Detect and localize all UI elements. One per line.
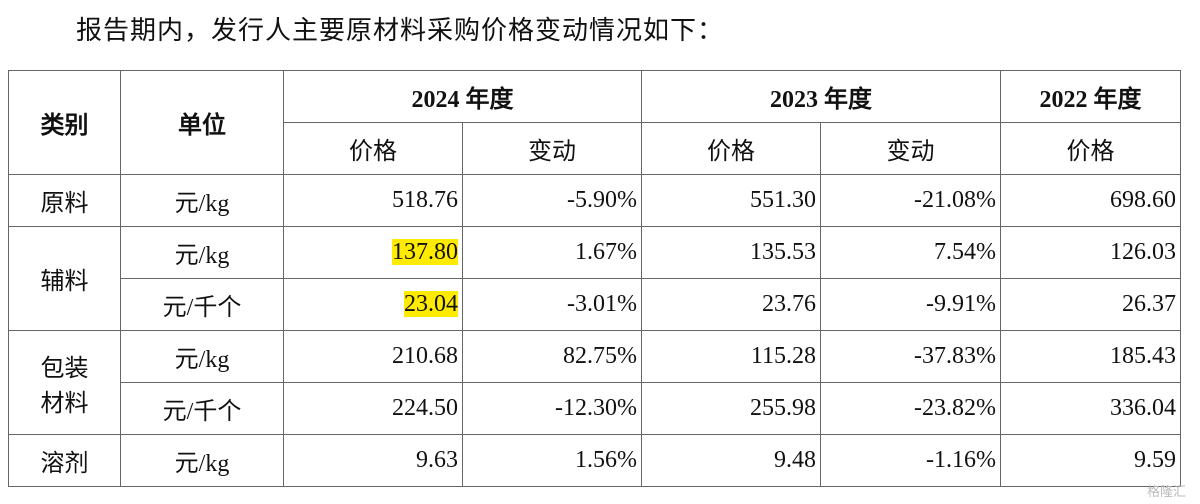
value-cell: 26.37 bbox=[1000, 278, 1181, 331]
value-text: 9.48 bbox=[774, 447, 816, 473]
unit-cell: 元/kg bbox=[120, 434, 284, 487]
intro-text: 报告期内，发行人主要原材料采购价格变动情况如下： bbox=[76, 16, 725, 45]
year-header: 2022 年度 bbox=[1000, 70, 1181, 123]
value-text: 9.63 bbox=[416, 447, 458, 473]
value-text: -21.08% bbox=[914, 187, 996, 213]
value-text: 185.43 bbox=[1110, 343, 1176, 369]
value-text: -5.90% bbox=[567, 187, 637, 213]
value-cell: 518.76 bbox=[283, 174, 463, 227]
value-cell: 1.67% bbox=[462, 226, 642, 279]
table-row: 包装 材料 元/kg 210.68 82.75% 115.28 -37.83% 185.43 bbox=[8, 330, 1181, 435]
value-text: 255.98 bbox=[750, 395, 816, 421]
value-text: 23.04 bbox=[404, 291, 458, 317]
value-cell: 551.30 bbox=[641, 174, 821, 227]
category-text: 材料 bbox=[40, 390, 89, 417]
year-header: 2023 年度 bbox=[641, 70, 1001, 123]
value-text: 137.80 bbox=[392, 239, 458, 265]
value-text: 23.76 bbox=[762, 291, 816, 317]
unit-cell: 元/kg bbox=[120, 330, 284, 383]
value-cell: 137.80 bbox=[283, 226, 463, 279]
value-text: 7.54% bbox=[934, 239, 996, 265]
value-text: 26.37 bbox=[1122, 291, 1176, 317]
value-text: 336.04 bbox=[1110, 395, 1176, 421]
category-text: 辅料 bbox=[40, 269, 89, 295]
value-text: 224.50 bbox=[392, 395, 458, 421]
category-cell: 辅料 bbox=[8, 226, 121, 331]
value-text: -37.83% bbox=[914, 343, 996, 369]
unit-cell: 元/千个 bbox=[120, 382, 284, 435]
value-text: 1.56% bbox=[575, 447, 637, 473]
value-cell: 135.53 bbox=[641, 226, 821, 279]
value-cell: 185.43 bbox=[1000, 330, 1181, 383]
category-cell: 包装 材料 bbox=[8, 330, 121, 435]
value-cell: 9.59 bbox=[1000, 434, 1181, 487]
table-row: 溶剂 元/kg 9.63 1.56% 9.48 -1.16% 9.59 bbox=[8, 434, 1181, 487]
value-cell: 82.75% bbox=[462, 330, 642, 383]
value-cell: 336.04 bbox=[1000, 382, 1181, 435]
category-text: 溶剂 bbox=[40, 451, 89, 477]
table-row: 元/千个 224.50 -12.30% 255.98 -23.82% 336.04 bbox=[9, 382, 1181, 435]
value-cell: -5.90% bbox=[462, 174, 642, 227]
value-cell: -3.01% bbox=[462, 278, 642, 331]
value-cell: 126.03 bbox=[1000, 226, 1181, 279]
year-header: 2024 年度 bbox=[283, 70, 642, 123]
value-cell: 210.68 bbox=[283, 330, 463, 383]
category-text: 原料 bbox=[40, 191, 89, 217]
value-cell: -21.08% bbox=[820, 174, 1001, 227]
value-text: 9.59 bbox=[1134, 447, 1176, 473]
sub-header: 价格 bbox=[1000, 122, 1181, 175]
value-text: -9.91% bbox=[926, 291, 996, 317]
value-cell: 224.50 bbox=[283, 382, 463, 435]
table-row: 元/千个 23.04 -3.01% 23.76 -9.91% 26.37 bbox=[9, 278, 1181, 331]
value-text: 82.75% bbox=[563, 343, 637, 369]
value-cell: 1.56% bbox=[462, 434, 642, 487]
value-text: 210.68 bbox=[392, 343, 458, 369]
table-row: 辅料 元/kg 137.80 1.67% 135.53 7.54% 126.03 bbox=[8, 226, 1181, 331]
value-text: -3.01% bbox=[567, 291, 637, 317]
value-text: -12.30% bbox=[555, 395, 637, 421]
category-text: 包装 bbox=[40, 355, 89, 382]
value-cell: -23.82% bbox=[820, 382, 1001, 435]
value-text: 698.60 bbox=[1110, 187, 1176, 213]
table-row: 原料 元/kg 518.76 -5.90% 551.30 -21.08% 698.60 bbox=[8, 174, 1181, 227]
category-cell: 原料 bbox=[8, 174, 121, 227]
watermark: 格隆汇 bbox=[1146, 485, 1186, 500]
header-cell: 类别 bbox=[8, 70, 121, 175]
value-cell: 698.60 bbox=[1000, 174, 1181, 227]
value-cell: -1.16% bbox=[820, 434, 1001, 487]
value-text: 115.28 bbox=[750, 343, 816, 369]
value-cell: 9.63 bbox=[283, 434, 463, 487]
value-cell: 255.98 bbox=[641, 382, 821, 435]
value-cell: 115.28 bbox=[641, 330, 821, 383]
value-cell: -37.83% bbox=[820, 330, 1001, 383]
value-cell: 7.54% bbox=[820, 226, 1001, 279]
value-cell: 9.48 bbox=[641, 434, 821, 487]
value-text: 551.30 bbox=[750, 187, 816, 213]
price-table: 类别 单位 2024 年度 2023 年度 2022 年度 价格 变动 价格 变动 价格 原料 元/k… bbox=[8, 70, 1181, 487]
value-text: 126.03 bbox=[1110, 239, 1176, 265]
sub-header: 变动 bbox=[462, 122, 642, 175]
header-cell: 单位 bbox=[120, 70, 284, 175]
unit-cell: 元/kg bbox=[120, 226, 284, 279]
unit-cell: 元/kg bbox=[120, 174, 284, 227]
value-text: 135.53 bbox=[750, 239, 816, 265]
value-cell: 23.76 bbox=[641, 278, 821, 331]
category-cell: 溶剂 bbox=[8, 434, 121, 487]
table-row: 类别 单位 2024 年度 2023 年度 2022 年度 bbox=[8, 70, 1181, 175]
value-text: -1.16% bbox=[926, 447, 996, 473]
sub-header: 变动 bbox=[820, 122, 1001, 175]
sub-header: 价格 bbox=[283, 122, 463, 175]
sub-header: 价格 bbox=[641, 122, 821, 175]
value-text: 1.67% bbox=[575, 239, 637, 265]
value-text: -23.82% bbox=[914, 395, 996, 421]
value-cell: -12.30% bbox=[462, 382, 642, 435]
value-cell: -9.91% bbox=[820, 278, 1001, 331]
value-cell: 23.04 bbox=[283, 278, 463, 331]
value-text: 518.76 bbox=[392, 187, 458, 213]
unit-cell: 元/千个 bbox=[120, 278, 284, 331]
